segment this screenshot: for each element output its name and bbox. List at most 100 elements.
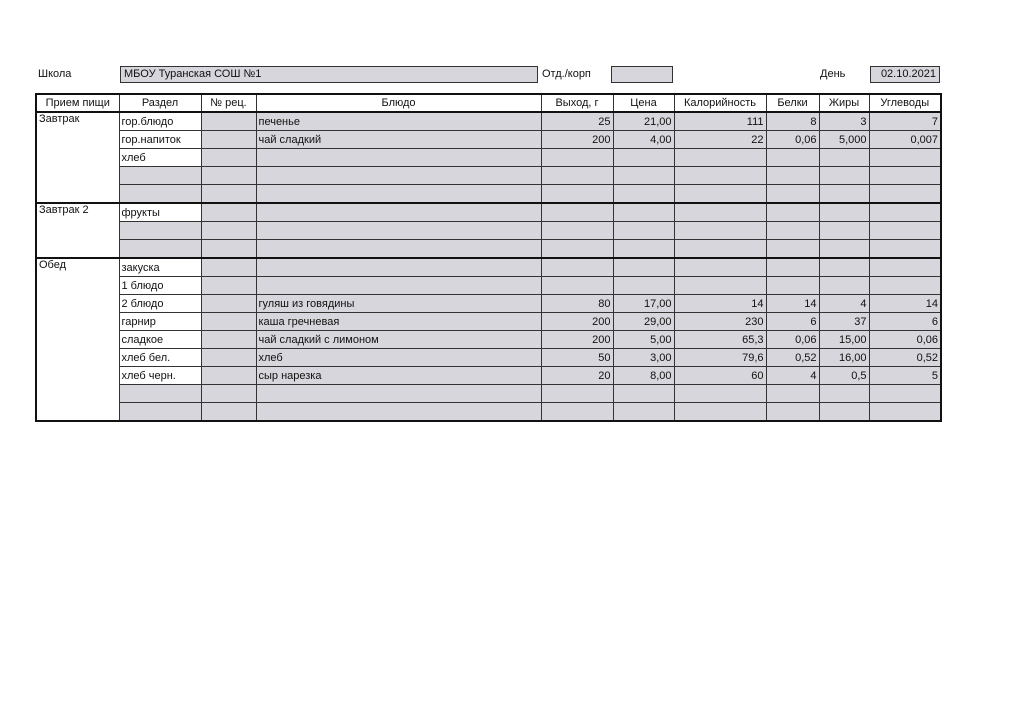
cell <box>540 239 614 259</box>
column-header: Раздел <box>118 93 202 113</box>
column-header: № рец. <box>200 93 257 113</box>
cell <box>540 257 614 277</box>
cell <box>540 276 614 295</box>
cell <box>540 402 614 422</box>
cell: 2 блюдо <box>118 294 202 313</box>
menu-table: Прием пищи Раздел № рец. Блюдо Выход, г Цена К… <box>35 93 942 422</box>
cell: 200 <box>540 312 614 331</box>
cell <box>765 202 820 222</box>
cell <box>255 202 542 222</box>
cell <box>673 202 767 222</box>
cell <box>765 148 820 167</box>
day-field: 02.10.2021 <box>870 66 940 83</box>
cell: 5 <box>868 366 942 385</box>
school-label: Школа <box>38 68 72 80</box>
cell: 5,000 <box>818 130 870 149</box>
cell: 22 <box>673 130 767 149</box>
cell: 230 <box>673 312 767 331</box>
header-row: Прием пищи Раздел № рец. Блюдо Выход, г Цена К… <box>35 93 942 113</box>
cell <box>200 148 257 167</box>
cell: каша гречневая <box>255 312 542 331</box>
meal-cell: Обед <box>35 257 120 422</box>
cell <box>818 276 870 295</box>
cell: 6 <box>765 312 820 331</box>
column-header: Выход, г <box>540 93 614 113</box>
cell <box>765 184 820 204</box>
cell <box>200 330 257 349</box>
cell <box>765 166 820 185</box>
cell <box>673 148 767 167</box>
cell: 14 <box>765 294 820 313</box>
cell <box>200 294 257 313</box>
cell <box>612 402 675 422</box>
cell <box>200 257 257 277</box>
table-row: Завтрак гор.блюдо печенье 25 21,00 111 8 3 7 <box>35 111 942 204</box>
cell <box>818 384 870 403</box>
cell <box>118 239 202 259</box>
cell <box>868 202 942 222</box>
table-row: хлеб <box>36 148 942 167</box>
cell <box>200 111 257 131</box>
cell: 0,52 <box>765 348 820 367</box>
cell <box>765 257 820 277</box>
cell <box>200 239 257 259</box>
cell: 0,06 <box>765 330 820 349</box>
cell: хлеб <box>255 348 542 367</box>
cell: 21,00 <box>612 111 675 131</box>
cell: 5,00 <box>612 330 675 349</box>
cell: гарнир <box>118 312 202 331</box>
table-row: Обед закуска <box>35 257 942 422</box>
cell: 17,00 <box>612 294 675 313</box>
cell <box>540 148 614 167</box>
table-row: гор.напиток чай сладкий 200 4,00 22 0,06 5,000… <box>36 130 942 149</box>
cell: 0,06 <box>868 330 942 349</box>
cell: сыр нарезка <box>255 366 542 385</box>
cell: хлеб <box>118 148 202 167</box>
meal-cell: Завтрак 2 <box>35 202 120 259</box>
cell: 50 <box>540 348 614 367</box>
cell <box>255 239 542 259</box>
table-row <box>36 166 942 185</box>
cell <box>818 202 870 222</box>
cell <box>255 384 542 403</box>
cell <box>765 276 820 295</box>
cell <box>868 166 942 185</box>
cell: хлеб черн. <box>118 366 202 385</box>
cell <box>200 202 257 222</box>
cell <box>612 276 675 295</box>
cell: 0,5 <box>818 366 870 385</box>
cell <box>818 166 870 185</box>
cell <box>818 148 870 167</box>
cell <box>868 276 942 295</box>
cell <box>673 221 767 240</box>
cell <box>200 276 257 295</box>
cell: 4,00 <box>612 130 675 149</box>
cell <box>540 202 614 222</box>
cell: печенье <box>255 111 542 131</box>
column-header: Белки <box>765 93 820 113</box>
cell <box>200 166 257 185</box>
cell: 1 блюдо <box>118 276 202 295</box>
cell <box>255 402 542 422</box>
cell <box>818 402 870 422</box>
cell <box>200 130 257 149</box>
cell <box>765 239 820 259</box>
cell: 80 <box>540 294 614 313</box>
school-field: МБОУ Туранская СОШ №1 <box>120 66 538 83</box>
cell: 14 <box>673 294 767 313</box>
cell <box>765 221 820 240</box>
cell <box>118 166 202 185</box>
cell: закуска <box>118 257 202 277</box>
cell: 6 <box>868 312 942 331</box>
cell <box>765 384 820 403</box>
table-row <box>36 221 942 240</box>
cell: хлеб бел. <box>118 348 202 367</box>
cell: 8,00 <box>612 366 675 385</box>
table-row <box>36 239 942 259</box>
cell <box>765 402 820 422</box>
cell: 79,6 <box>673 348 767 367</box>
cell: гор.напиток <box>118 130 202 149</box>
cell <box>612 257 675 277</box>
table-row: 1 блюдо <box>36 276 942 295</box>
cell <box>818 239 870 259</box>
